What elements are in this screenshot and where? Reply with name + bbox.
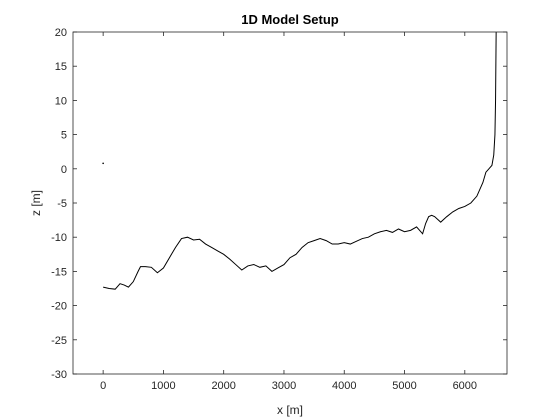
y-tick-label: 20 (55, 27, 67, 39)
x-tick-label: 1000 (151, 380, 175, 392)
plot-area (73, 32, 507, 374)
y-tick-label: -20 (51, 301, 67, 313)
x-tick-label: 0 (100, 380, 106, 392)
y-tick-label: -5 (57, 198, 67, 210)
y-tick-label: 5 (61, 130, 67, 142)
x-tick-label: 2000 (211, 380, 235, 392)
x-tick-label: 6000 (453, 380, 477, 392)
x-tick-label: 3000 (272, 380, 296, 392)
y-tick-label: 0 (61, 164, 67, 176)
series-line (103, 32, 497, 290)
x-axis-label: x [m] (277, 403, 303, 417)
chart-title: 1D Model Setup (241, 12, 339, 27)
y-tick-label: 15 (55, 61, 67, 73)
y-tick-label: -30 (51, 369, 67, 381)
marker-point (102, 162, 104, 165)
y-tick-label: -15 (51, 266, 67, 278)
y-axis-label: z [m] (29, 190, 43, 216)
tick-labels: 0 1000 2000 3000 4000 5000 6000 -30 -25 -20 -15 -10… (51, 27, 477, 392)
x-tick-label: 5000 (392, 380, 416, 392)
ticks (73, 31, 507, 375)
x-tick-label: 4000 (332, 380, 356, 392)
plot-frame (72, 31, 508, 375)
y-tick-label: 10 (55, 95, 67, 107)
y-tick-label: -10 (51, 232, 67, 244)
y-tick-label: -25 (51, 335, 67, 347)
